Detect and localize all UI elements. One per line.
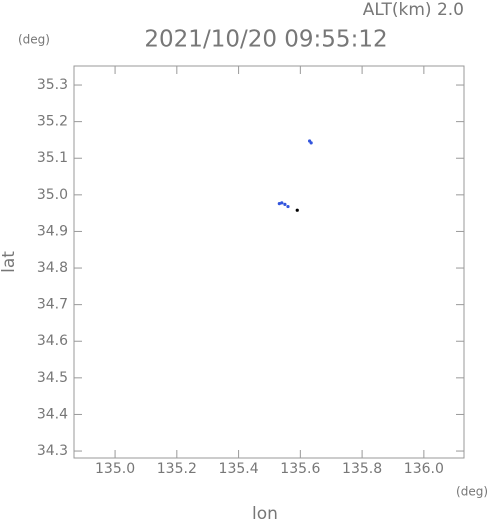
x-unit: (deg): [456, 485, 488, 499]
point: [280, 201, 284, 205]
y-tick-label: 35.3: [37, 77, 68, 93]
point: [283, 202, 287, 206]
y-axis-label: lat: [0, 251, 19, 273]
y-tick-label: 35.1: [37, 150, 68, 166]
plot-frame: [73, 65, 465, 459]
altitude-label: ALT(km) 2.0: [363, 0, 464, 20]
y-tick-label: 35.0: [37, 187, 68, 203]
y-tick-label: 34.7: [37, 297, 68, 313]
x-tick-label: 135.2: [157, 461, 197, 477]
y-tick-label: 34.6: [37, 333, 68, 349]
y-tick-label: 34.8: [37, 260, 68, 276]
y-tick-label: 34.3: [37, 443, 68, 459]
y-tick-label: 34.5: [37, 370, 68, 386]
point: [286, 204, 290, 209]
x-tick-label: 135.8: [342, 461, 382, 477]
y-unit: (deg): [18, 33, 50, 47]
point: [295, 208, 299, 212]
chart-title: 2021/10/20 09:55:12: [144, 27, 387, 53]
x-tick-label: 136.0: [404, 461, 444, 477]
x-tick-label: 135.4: [219, 461, 259, 477]
point: [309, 141, 313, 145]
y-tick-label: 34.9: [37, 223, 68, 239]
y-tick-label: 34.4: [37, 406, 68, 422]
x-tick-label: 135.0: [95, 461, 135, 477]
y-tick-label: 35.2: [37, 114, 68, 130]
point: [277, 202, 281, 206]
x-axis-label: lon: [252, 504, 278, 521]
x-tick-label: 135.6: [280, 461, 320, 477]
